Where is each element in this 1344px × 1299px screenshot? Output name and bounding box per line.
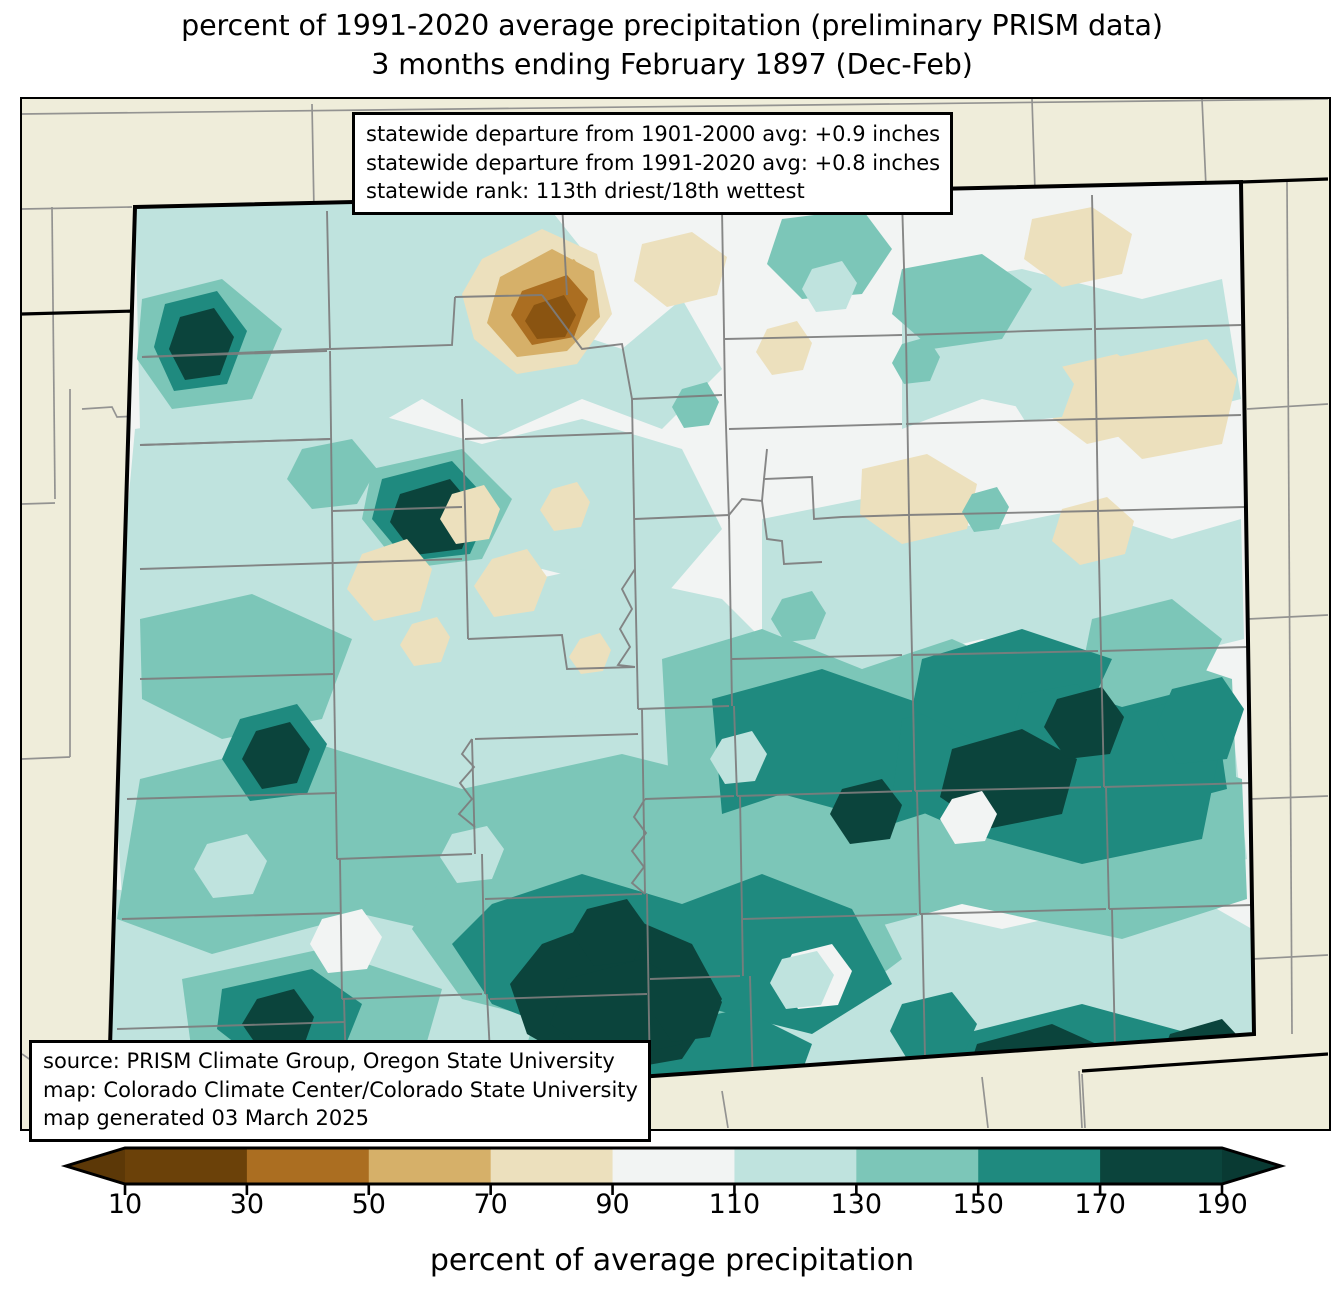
colorbar-outline [60, 1146, 1287, 1186]
colorbar-band [368, 1148, 492, 1184]
colorbar-graphic [60, 1146, 1287, 1195]
colorbar: 10 30 50 70 90 110 130 150 170 190 [0, 1140, 1344, 1299]
colorbar-tick-label: 10 [107, 1189, 143, 1220]
title-line-1: percent of 1991-2020 average precipitati… [181, 9, 1163, 42]
source-line: source: PRISM Climate Group, Oregon Stat… [43, 1049, 615, 1073]
colorbar-tick-label: 130 [830, 1189, 883, 1220]
statewide-stats-box: statewide departure from 1901-2000 avg: … [352, 112, 954, 215]
colorbar-tick-label: 110 [708, 1189, 761, 1220]
colorbar-band [978, 1148, 1101, 1184]
colorbar-tick-label: 30 [229, 1189, 265, 1220]
colorbar-band [856, 1148, 979, 1184]
stat-statewide-rank: statewide rank: 113th driest/18th wettes… [366, 179, 805, 203]
colorbar-bands [66, 1148, 1281, 1184]
map-generated-line: map generated 03 March 2025 [43, 1106, 370, 1130]
colorbar-over-arrow [1222, 1148, 1281, 1184]
colorbar-tick-labels: 10 30 50 70 90 110 130 150 170 190 [0, 1188, 1344, 1228]
colorbar-band [612, 1148, 736, 1184]
colorbar-band [490, 1148, 614, 1184]
colorbar-under-arrow [66, 1148, 125, 1184]
page-title: percent of 1991-2020 average precipitati… [0, 6, 1344, 84]
colorbar-tick-label: 50 [351, 1189, 386, 1220]
colorbar-axis-title: percent of average precipitation [429, 1243, 915, 1278]
precipitation-map [20, 97, 1331, 1131]
map-canvas [22, 99, 1328, 1128]
colorbar-tick-label: 90 [595, 1189, 630, 1220]
colorbar-tick-label: 70 [473, 1189, 508, 1220]
colorbar-tick-label: 170 [1074, 1189, 1126, 1220]
title-line-2: 3 months ending February 1897 (Dec-Feb) [371, 48, 973, 81]
colorbar-band [734, 1148, 857, 1184]
precip-contour-layer [108, 182, 1254, 1114]
stat-departure-1991-2020: statewide departure from 1991-2020 avg: … [366, 150, 941, 175]
source-credits-box: source: PRISM Climate Group, Oregon Stat… [29, 1040, 651, 1142]
map-credit-line: map: Colorado Climate Center/Colorado St… [43, 1077, 638, 1102]
colorbar-tick-label: 150 [952, 1189, 1004, 1220]
colorbar-ticks [123, 1184, 1224, 1195]
stat-departure-1901-2000: statewide departure from 1901-2000 avg: … [366, 122, 941, 146]
colorado-county-lines [116, 194, 1253, 1110]
colorbar-band [246, 1148, 370, 1184]
colorbar-tick-label: 190 [1196, 1189, 1248, 1220]
colorbar-band [125, 1148, 248, 1184]
colorbar-band [1100, 1148, 1223, 1184]
